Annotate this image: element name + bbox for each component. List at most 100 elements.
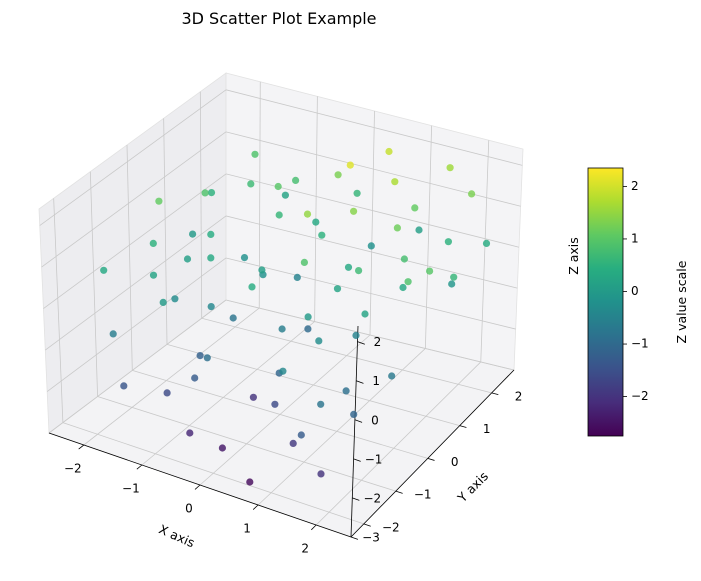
data-point xyxy=(393,224,401,232)
y-tick-label: −2 xyxy=(382,520,400,534)
data-point xyxy=(186,429,194,437)
data-point xyxy=(120,382,128,390)
colorbar-label: Z value scale xyxy=(674,260,689,343)
x-tick xyxy=(194,484,201,490)
data-point xyxy=(196,352,204,360)
grid-lines xyxy=(39,81,523,526)
x-grid-back xyxy=(424,125,433,349)
data-point xyxy=(292,176,300,184)
data-point xyxy=(300,258,308,266)
data-point xyxy=(315,337,323,345)
z-grid-back xyxy=(225,257,516,330)
data-point xyxy=(399,283,407,292)
z-tick xyxy=(354,419,363,423)
data-point xyxy=(352,331,360,339)
y-grid-floor xyxy=(97,396,396,492)
data-point xyxy=(155,197,163,205)
data-point xyxy=(361,310,369,318)
data-point xyxy=(279,367,287,375)
data-point xyxy=(246,478,254,486)
data-point xyxy=(207,254,215,262)
data-point xyxy=(100,266,108,274)
x-grid-back xyxy=(369,110,375,336)
x-tick-label: 2 xyxy=(301,542,309,556)
z-grid-back xyxy=(225,215,518,289)
y-grid-floor xyxy=(166,343,460,427)
y-grid-left xyxy=(53,198,64,423)
y-tick xyxy=(427,458,435,461)
data-point xyxy=(355,267,363,275)
x-grid-back xyxy=(480,140,490,362)
z-axis-label: Z axis xyxy=(566,237,581,275)
data-point xyxy=(274,182,282,191)
data-point xyxy=(293,273,301,281)
x-tick-label: 1 xyxy=(243,522,251,536)
data-point xyxy=(318,231,326,239)
x-grid-floor xyxy=(141,321,315,466)
data-point xyxy=(229,314,237,322)
x-tick-label: 0 xyxy=(185,502,193,516)
data-point xyxy=(218,444,226,452)
data-point xyxy=(411,204,419,212)
y-grid-floor xyxy=(132,370,428,459)
y-grid-left xyxy=(89,171,98,397)
x-grid-back xyxy=(314,96,318,322)
data-point xyxy=(189,230,197,238)
y-axis-label: Y axis xyxy=(454,469,491,506)
data-point xyxy=(367,242,375,250)
data-point xyxy=(159,298,167,306)
z-tick-label: 1 xyxy=(372,374,380,388)
y-axis-line xyxy=(350,369,515,538)
data-point xyxy=(334,171,342,179)
y-grid-left xyxy=(199,91,203,319)
data-point xyxy=(171,295,179,303)
data-point xyxy=(426,267,434,275)
data-point xyxy=(240,254,249,262)
z-grid-left xyxy=(48,299,227,434)
z-grid-left xyxy=(39,89,227,226)
z-tick-label: −2 xyxy=(363,491,381,505)
data-point xyxy=(333,285,342,293)
data-point xyxy=(297,431,305,439)
x-grid-floor xyxy=(315,361,482,526)
x-axis-label: X axis xyxy=(157,521,197,550)
z-tick xyxy=(356,380,364,384)
data-point xyxy=(289,439,297,447)
data-point xyxy=(450,273,458,281)
data-point xyxy=(281,191,289,199)
colorbar-tick-label: 1 xyxy=(631,231,639,245)
colorbar-tick-label: 2 xyxy=(631,179,639,193)
data-point xyxy=(446,164,454,172)
colorbar: −2 −1 0 1 2 Z value scale xyxy=(587,167,689,437)
data-point xyxy=(350,410,358,418)
data-point xyxy=(207,303,215,311)
z-axis-line xyxy=(350,325,359,538)
data-point xyxy=(163,389,171,397)
y-tick xyxy=(459,425,467,428)
data-point xyxy=(391,178,399,186)
z-grid-left xyxy=(46,257,227,392)
z-grid-left xyxy=(41,131,227,268)
y-tick-label: −1 xyxy=(414,488,432,502)
z-tick-label: −3 xyxy=(362,531,380,545)
data-point xyxy=(312,218,320,226)
z-grid-left xyxy=(43,173,227,309)
data-point xyxy=(404,278,412,286)
data-point xyxy=(203,354,211,362)
colorbar-tick-label: −1 xyxy=(631,337,649,351)
y-tick xyxy=(395,490,403,494)
data-point xyxy=(317,470,325,478)
data-point xyxy=(448,280,456,288)
data-point xyxy=(109,330,117,338)
y-tick xyxy=(363,523,371,527)
y-tick xyxy=(491,392,499,396)
data-point xyxy=(304,325,312,333)
colorbar-ticks: −2 −1 0 1 2 xyxy=(623,179,649,403)
colorbar-tick-label: 0 xyxy=(631,284,639,298)
data-point xyxy=(249,393,257,401)
x-tick xyxy=(136,464,143,470)
y-tick-label: 0 xyxy=(451,455,459,469)
data-point xyxy=(251,150,259,158)
z-tick xyxy=(350,536,359,540)
